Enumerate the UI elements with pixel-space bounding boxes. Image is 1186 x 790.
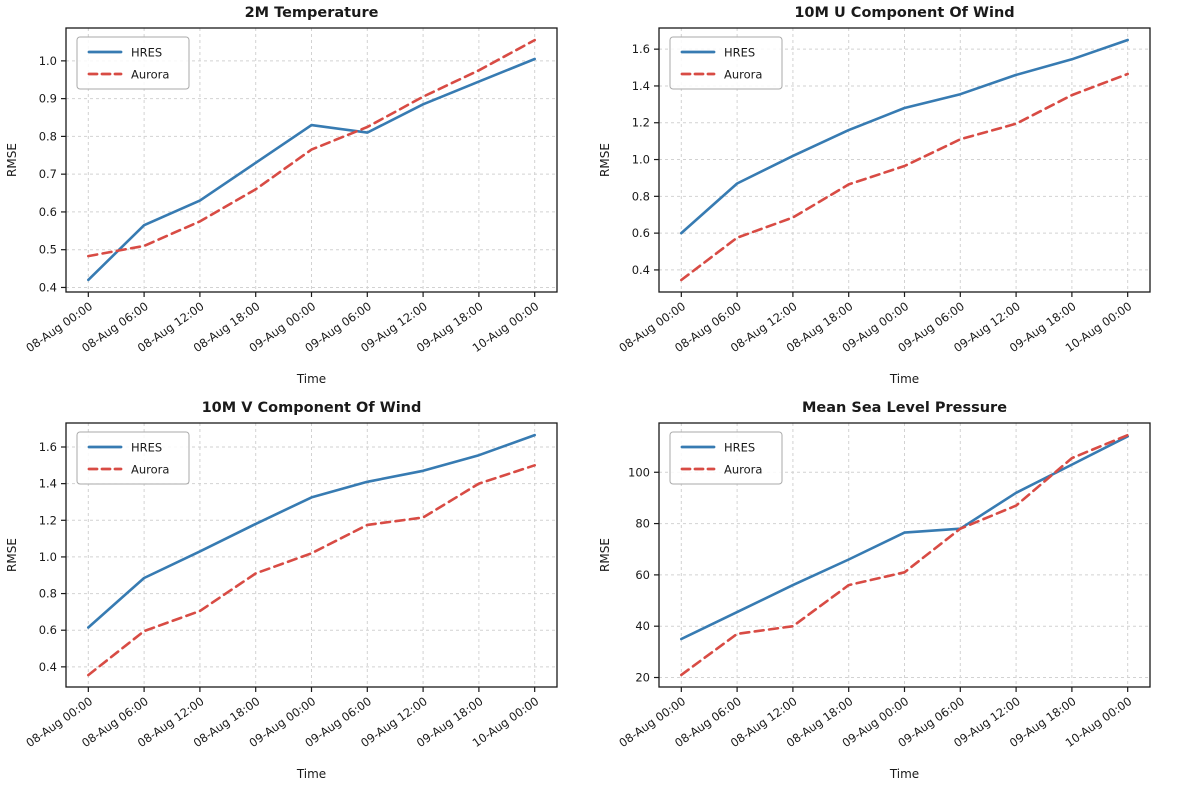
legend: HRES Aurora (669, 36, 783, 90)
y-tick-label: 20 (635, 671, 650, 685)
hres-line (680, 38, 1130, 235)
legend-label-hres: HRES (131, 46, 162, 60)
y-axis-label: RMSE (598, 538, 612, 572)
y-tick-label: 1.0 (39, 54, 57, 68)
y-tick-label: 1.4 (39, 477, 57, 491)
x-axis-label: Time (889, 767, 919, 781)
aurora-line (680, 433, 1130, 677)
legend-label-hres: HRES (724, 46, 755, 60)
x-axis-label: Time (296, 372, 326, 386)
legend-box (76, 431, 190, 485)
y-axis-label: RMSE (5, 143, 19, 177)
y-tick-label: 0.4 (39, 660, 57, 674)
y-tick-label: 0.8 (632, 189, 650, 203)
chart-title: Mean Sea Level Pressure (802, 400, 1007, 416)
legend-box (669, 36, 783, 90)
y-axis-label: RMSE (5, 538, 19, 572)
legend-label-hres: HRES (724, 441, 755, 455)
chart-title: 10M V Component Of Wind (202, 400, 422, 416)
legend-box (669, 431, 783, 485)
y-tick-label: 0.8 (39, 587, 57, 601)
chart-mean-sea-level-pressure: 08-Aug 00:00 08-Aug 06:00 08-Aug 12:00 08-A… (593, 395, 1186, 790)
legend-label-aurora: Aurora (724, 463, 762, 477)
y-tick-label: 60 (635, 568, 650, 582)
y-tick-label: 1.2 (632, 116, 650, 130)
y-tick-label: 1.6 (39, 440, 57, 454)
chart-title: 10M U Component Of Wind (794, 5, 1014, 21)
y-tick-label: 0.6 (632, 226, 650, 240)
y-tick-label: 0.6 (39, 205, 57, 219)
legend: HRES Aurora (76, 36, 190, 90)
y-tick-label: 40 (635, 619, 650, 633)
legend: HRES Aurora (669, 431, 783, 485)
y-tick-label: 0.8 (39, 129, 57, 143)
legend-label-aurora: Aurora (724, 68, 762, 82)
legend: HRES Aurora (76, 431, 190, 485)
chart-title: 2M Temperature (245, 5, 379, 21)
hres-line (680, 434, 1130, 641)
y-tick-label: 1.2 (39, 513, 57, 527)
legend-box (76, 36, 190, 90)
y-tick-label: 1.0 (39, 550, 57, 564)
y-tick-label: 0.4 (39, 280, 57, 294)
y-tick-label: 1.4 (632, 79, 650, 93)
x-axis-label: Time (889, 372, 919, 386)
y-tick-label: 1.6 (632, 42, 650, 56)
chart-10m-u-component-of-wind: 08-Aug 00:00 08-Aug 06:00 08-Aug 12:00 08-A… (593, 0, 1186, 395)
chart-2m-temperature: 08-Aug 00:00 08-Aug 06:00 08-Aug 12:00 08-A… (0, 0, 593, 395)
hres-line (87, 57, 537, 282)
legend-label-aurora: Aurora (131, 68, 169, 82)
y-tick-label: 0.5 (39, 243, 57, 257)
y-tick-label: 0.6 (39, 623, 57, 637)
legend-label-aurora: Aurora (131, 463, 169, 477)
aurora-line (87, 38, 537, 258)
y-tick-label: 100 (628, 465, 650, 479)
legend-label-hres: HRES (131, 441, 162, 455)
y-tick-label: 1.0 (632, 153, 650, 167)
chart-10m-v-component-of-wind: 08-Aug 00:00 08-Aug 06:00 08-Aug 12:00 08-A… (0, 395, 593, 790)
y-axis-label: RMSE (598, 143, 612, 177)
y-tick-label: 0.7 (39, 167, 57, 181)
hres-line (87, 433, 537, 629)
y-tick-label: 0.4 (632, 263, 650, 277)
y-tick-label: 0.9 (39, 92, 57, 106)
aurora-line (680, 72, 1130, 282)
x-axis-label: Time (296, 767, 326, 781)
aurora-line (87, 464, 537, 677)
y-tick-label: 80 (635, 517, 650, 531)
